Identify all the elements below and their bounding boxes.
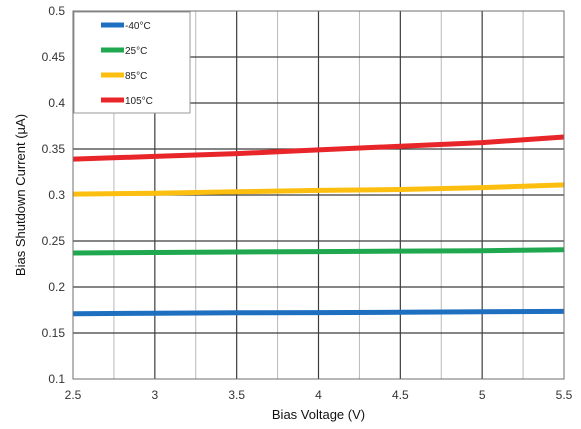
x-tick-label: 4	[315, 388, 322, 402]
y-tick-label: 0.15	[42, 326, 66, 340]
plot-frame	[72, 10, 565, 380]
series-line	[72, 247, 565, 256]
series-line	[72, 308, 565, 317]
y-tick-label: 0.1	[48, 372, 65, 386]
y-tick-label: 0.35	[42, 142, 66, 156]
x-axis-title: Bias Voltage (V)	[272, 407, 365, 422]
legend-label: 85°C	[125, 71, 147, 82]
series-line	[72, 182, 565, 197]
y-tick-label: 0.45	[42, 50, 66, 64]
y-tick-label: 0.4	[48, 96, 65, 110]
y-axis-title: Bias Shutdown Current (µA)	[13, 114, 28, 276]
y-tick-labels: 0.1 0.15 0.2 0.25 0.3 0.35 0.4 0.45 0.5	[42, 4, 66, 386]
major-gridlines	[73, 11, 564, 379]
legend-label: 25°C	[125, 46, 147, 57]
legend-label: -40°C	[125, 21, 151, 32]
y-tick-label: 0.2	[48, 280, 65, 294]
y-tick-label: 0.3	[48, 188, 65, 202]
x-tick-label: 3	[151, 388, 158, 402]
legend-box	[73, 11, 191, 114]
legend: -40°C 25°C 85°C 105°C	[73, 11, 191, 114]
x-tick-labels: 2.5 3 3.5 4 4.5 5 5.5	[65, 388, 573, 402]
x-tick-label: 5.5	[556, 388, 573, 402]
y-tick-label: 0.5	[48, 4, 65, 18]
x-tick-label: 4.5	[392, 388, 409, 402]
legend-label: 105°C	[125, 96, 153, 107]
x-tick-label: 3.5	[228, 388, 245, 402]
y-tick-label: 0.25	[42, 234, 66, 248]
x-tick-label: 5	[479, 388, 486, 402]
series-lines	[72, 134, 565, 317]
series-line	[72, 134, 565, 162]
x-tick-label: 2.5	[65, 388, 82, 402]
